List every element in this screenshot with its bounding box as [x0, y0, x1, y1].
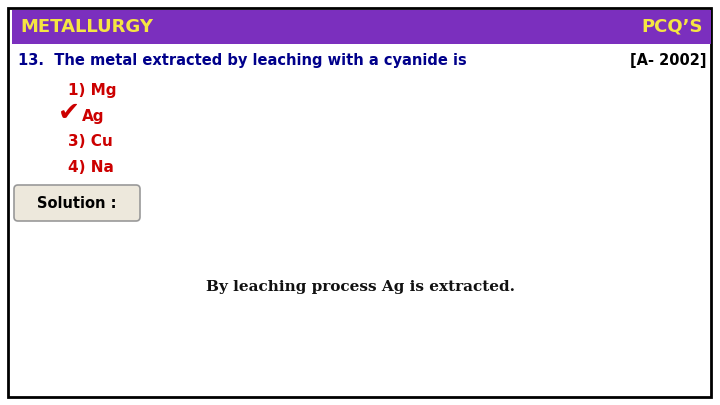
Text: [A- 2002]: [A- 2002] — [629, 53, 706, 68]
Text: 13.  The metal extracted by leaching with a cyanide is: 13. The metal extracted by leaching with… — [18, 53, 467, 68]
Text: ✔: ✔ — [58, 100, 80, 126]
Text: By leaching process Ag is extracted.: By leaching process Ag is extracted. — [205, 280, 515, 294]
Text: Ag: Ag — [82, 109, 104, 124]
FancyBboxPatch shape — [12, 10, 711, 44]
FancyBboxPatch shape — [14, 185, 140, 221]
FancyBboxPatch shape — [8, 8, 711, 397]
Text: PCQ’S: PCQ’S — [642, 18, 703, 36]
Text: METALLURGY: METALLURGY — [20, 18, 153, 36]
Text: 3) Cu: 3) Cu — [68, 134, 113, 149]
Text: 4) Na: 4) Na — [68, 160, 114, 175]
Text: Solution :: Solution : — [37, 196, 117, 211]
Text: 1) Mg: 1) Mg — [68, 83, 117, 98]
